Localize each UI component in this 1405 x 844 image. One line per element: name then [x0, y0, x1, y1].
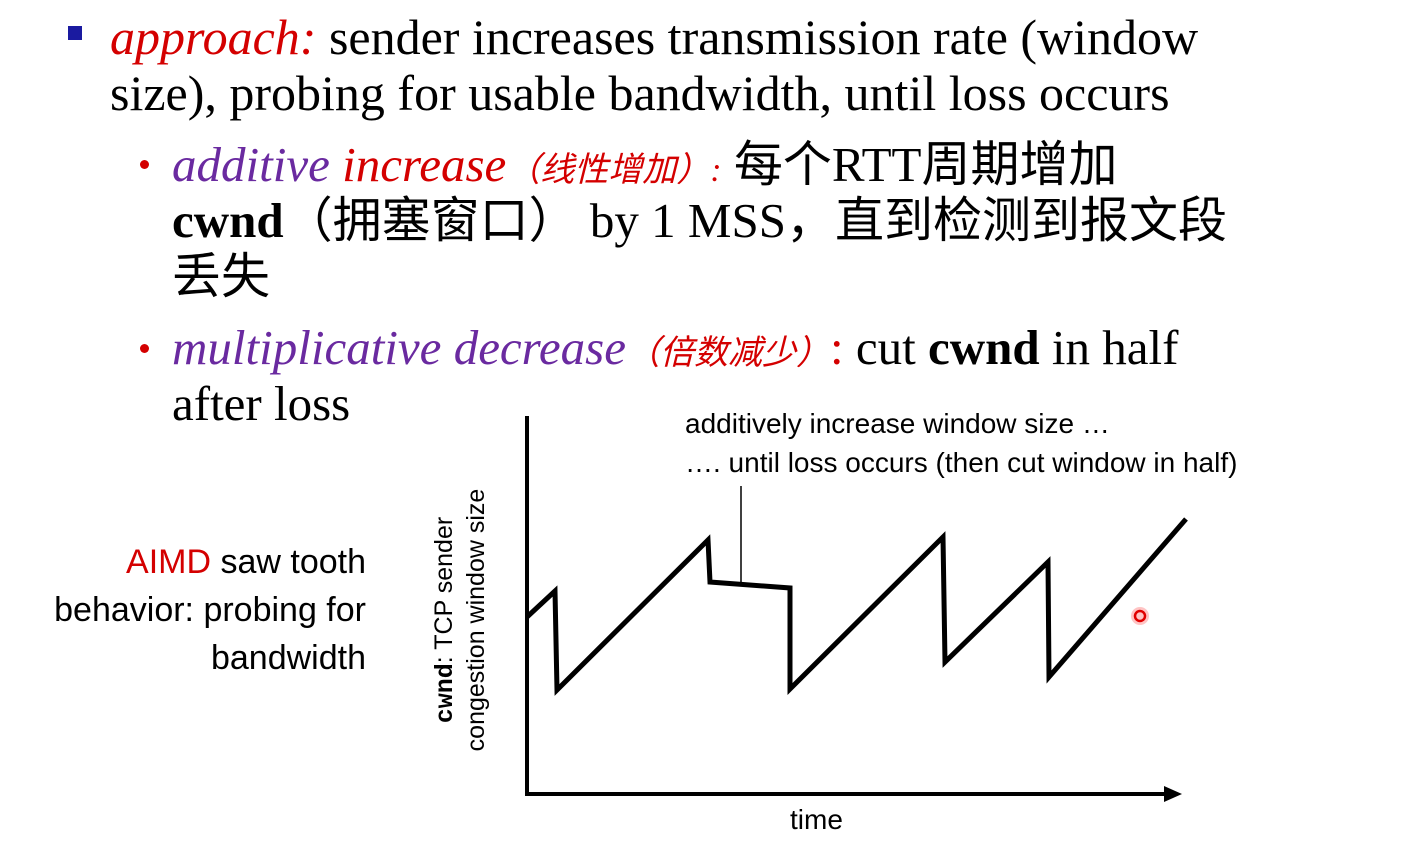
- increase-word: increase: [342, 137, 507, 192]
- main-bullet-line1: approach: sender increases transmission …: [110, 12, 1198, 62]
- x-axis-arrowhead: [1164, 786, 1182, 802]
- side-caption: AIMD saw tooth behavior: probing for ban…: [40, 538, 366, 682]
- sub1-rest1: 每个RTT周期增加: [721, 137, 1118, 192]
- pointer-halo-icon: [1131, 607, 1149, 625]
- sub1-line2: cwnd（拥塞窗口） by 1 MSS，直到检测到报文段: [172, 196, 1227, 245]
- round-bullet-icon: [140, 344, 149, 353]
- sub1-line1: additive increase（线性增加）: 每个RTT周期增加: [172, 140, 1117, 189]
- sub2-line2: after loss: [172, 376, 351, 431]
- pointer-cursor-icon: [1133, 609, 1147, 623]
- sub2-line1: multiplicative decrease（倍数减少）: cut cwnd …: [172, 323, 1178, 372]
- x-axis-label: time: [790, 804, 843, 835]
- side-caption-rest: saw tooth behavior: probing for bandwidt…: [54, 543, 366, 677]
- square-bullet-icon: [68, 26, 82, 40]
- round-bullet-icon: [140, 160, 149, 169]
- main-bullet-line2: size), probing for usable bandwidth, unt…: [110, 65, 1170, 121]
- sawtooth-cwnd-curve: [525, 517, 1188, 696]
- sub1-cn-paren: （线性增加）:: [506, 152, 722, 189]
- aimd-label: AIMD: [126, 543, 212, 581]
- sub2-rest-a: cut: [843, 320, 929, 375]
- sub1-line3: 丢失: [172, 249, 271, 304]
- main-bullet-text1: sender increases transmission rate (wind…: [316, 9, 1199, 65]
- additive-word: additive: [172, 137, 330, 192]
- sub2-cn-paren: （倍数减少）: [626, 335, 831, 372]
- annotation-leader-line: [716, 486, 742, 585]
- sub2-colon: :: [830, 320, 844, 375]
- annotation-line2: …. until loss occurs (then cut window in…: [685, 447, 1238, 478]
- cwnd-bold: cwnd: [172, 193, 284, 248]
- approach-label: approach:: [110, 9, 317, 65]
- cwnd-bold: cwnd: [928, 320, 1040, 375]
- sub1-rest2: （拥塞窗口） by 1 MSS，直到检测到报文段: [283, 193, 1227, 248]
- sub2-rest-b: in half: [1039, 320, 1179, 375]
- annotation-line1: additively increase window size …: [685, 408, 1110, 439]
- decrease-word: decrease: [453, 320, 627, 375]
- multiplicative-word: multiplicative: [172, 320, 442, 375]
